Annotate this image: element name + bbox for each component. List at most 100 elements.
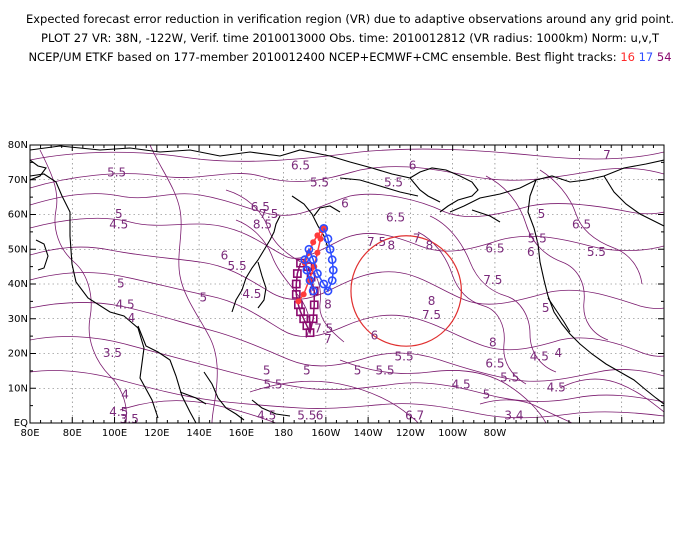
- contour-label: 7.5: [314, 322, 333, 336]
- track-54-label: 54: [656, 50, 672, 64]
- contour-label: 5: [115, 207, 123, 221]
- longitude-label: 80E: [20, 428, 39, 439]
- track54-point: [291, 279, 301, 289]
- contour-label: 5.5: [263, 377, 282, 391]
- contour-label: 6.5: [291, 158, 310, 172]
- contour-label: 4.5: [452, 377, 471, 391]
- track17-point: [313, 269, 322, 278]
- title-line-2: PLOT 27 VR: 38N, -122W, Verif. time 2010…: [41, 31, 659, 45]
- longitude-label: 140E: [186, 428, 211, 439]
- contour-label: 4.5: [109, 405, 128, 419]
- longitude-label: 140W: [354, 428, 383, 439]
- contour-label: 5: [354, 363, 362, 377]
- track16-point: [317, 235, 324, 242]
- contour-label: 6: [371, 329, 379, 343]
- latitude-label: 40N: [8, 279, 28, 290]
- track17-point: [323, 286, 333, 296]
- contour-label: 7: [413, 231, 421, 245]
- contour-label: 5: [538, 207, 546, 221]
- contour-label: 6: [527, 245, 535, 259]
- contour-label: 5.5: [375, 363, 394, 377]
- contour-label: 3.5: [103, 346, 122, 360]
- contour-label: 4: [121, 388, 129, 402]
- track17-point: [300, 255, 310, 265]
- contour-label: 7.5: [422, 308, 441, 322]
- track54-point: [291, 290, 301, 299]
- contour-label: 7: [324, 332, 332, 346]
- contour-label: 5.5: [228, 259, 247, 273]
- track54-point: [308, 314, 318, 324]
- track17-point: [328, 265, 338, 275]
- verification-region-circle: [350, 235, 462, 347]
- axis-ticks: [29, 144, 665, 424]
- longitude-labels: 80E 80E 100E 120E 140E 160E 180 160W 140W 120W 100…: [20, 428, 506, 439]
- contour-label: 5.5: [310, 176, 329, 190]
- longitude-label: 160E: [229, 428, 254, 439]
- contour-label: 4.5: [547, 381, 566, 395]
- latitude-label: 30N: [8, 314, 28, 325]
- track17-point: [319, 223, 329, 233]
- contour-label: 5.5: [384, 176, 403, 190]
- contour-label: 5: [199, 290, 207, 304]
- contour-value-labels: 6.55.554.554.543.544.53.555.564.56.57.58…: [0, 148, 611, 426]
- latitude-labels: EQ 10N 20N 30N 40N 50N 60N 70N 80N: [8, 140, 28, 429]
- map-background: [30, 145, 664, 423]
- contour-label: 6.5: [0, 155, 12, 169]
- longitude-label: 180: [274, 428, 293, 439]
- contour-label: 5.5: [297, 409, 316, 423]
- longitude-label: 80E: [63, 428, 82, 439]
- contour-label: 4.5: [109, 217, 128, 231]
- track17-point: [319, 279, 329, 289]
- contour-label: 6.5: [386, 210, 405, 224]
- contour-label: 6.5: [572, 217, 591, 231]
- track17-point: [302, 265, 312, 275]
- longitude-label: 100E: [102, 428, 127, 439]
- track54-point: [305, 328, 315, 338]
- track16-point: [314, 249, 321, 256]
- track54-point: [292, 269, 302, 278]
- contour-label: 8: [428, 294, 436, 308]
- contour-label: 6: [316, 409, 324, 423]
- contour-label: 5.5: [587, 245, 606, 259]
- contour-label: 4.5: [116, 297, 135, 311]
- contour-label: 6: [341, 197, 349, 211]
- contour-label: 5.5: [528, 231, 547, 245]
- track16-point: [310, 239, 317, 246]
- contour-label: 8.5: [253, 217, 272, 231]
- track16-point: [300, 291, 307, 298]
- title-line-3: NCEP/UM ETKF based on 177-member 2010012…: [0, 48, 700, 67]
- contour-label: 5: [263, 363, 271, 377]
- contour-label: 8: [426, 238, 434, 252]
- contour-label: 4.5: [530, 349, 549, 363]
- latitude-label: 10N: [8, 383, 28, 394]
- contour-label: 5.5: [395, 349, 414, 363]
- contour-label: 8: [324, 297, 332, 311]
- track17-point: [327, 255, 337, 265]
- contour-label: 6.5: [485, 242, 504, 256]
- contour-label: 7: [603, 148, 611, 162]
- contour-label: 6: [409, 158, 417, 172]
- flight-track-17: [300, 223, 338, 296]
- track54-point: [309, 300, 319, 310]
- gridlines: [30, 145, 664, 423]
- contour-label: 5.5: [107, 165, 126, 179]
- longitude-label: 120W: [396, 428, 425, 439]
- contour-label: 5.5: [500, 370, 519, 384]
- track17-point: [323, 234, 333, 244]
- latitude-label: 50N: [8, 244, 28, 255]
- longitude-label: 160W: [311, 428, 340, 439]
- latitude-label: 80N: [8, 140, 28, 151]
- page-title: Expected forecast error reduction in ver…: [0, 10, 700, 67]
- track-17-label: 17: [638, 50, 654, 64]
- contour-label: 5: [483, 388, 491, 402]
- contour-lines: [30, 145, 664, 423]
- latitude-label: 70N: [8, 175, 28, 186]
- contour-label: 3.5: [120, 412, 139, 426]
- longitude-label: 100W: [438, 428, 467, 439]
- track17-point: [305, 276, 315, 285]
- contour-label: 5: [303, 363, 311, 377]
- contour-label: 8: [388, 238, 396, 252]
- track16-point: [295, 298, 302, 305]
- title-line-3-text: NCEP/UM ETKF based on 177-member 2010012…: [28, 50, 617, 64]
- contour-label: 5: [117, 276, 125, 290]
